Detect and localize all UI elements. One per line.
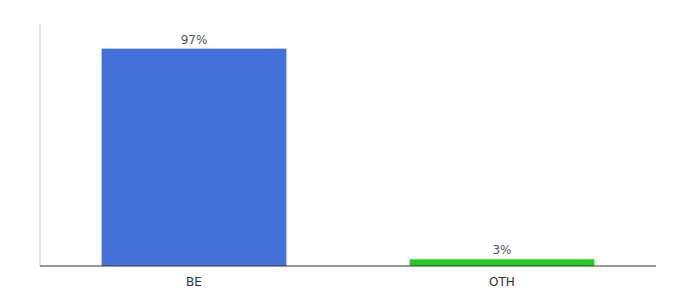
x-axis-line	[40, 266, 656, 267]
x-tick-label: BE	[186, 275, 202, 289]
y-axis-line	[40, 24, 41, 266]
chart: 97% 3% BE OTH	[0, 0, 680, 300]
bar	[102, 49, 287, 266]
x-tick-label: OTH	[489, 275, 515, 289]
chart-container: 97% 3% BE OTH	[0, 0, 680, 300]
bars	[102, 49, 595, 266]
bar	[410, 259, 595, 266]
data-label: 97%	[181, 33, 208, 47]
data-label: 3%	[492, 243, 511, 257]
